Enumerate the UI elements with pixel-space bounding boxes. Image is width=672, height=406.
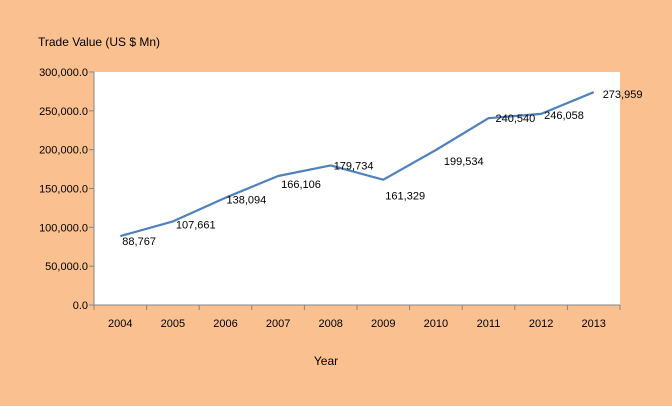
y-axis: 0.0 50,000.0 100,000.0 150,000.0 200,000.0 25… xyxy=(39,67,95,312)
x-tick-label: 2006 xyxy=(213,318,237,330)
data-label: 161,329 xyxy=(385,191,425,203)
series-line xyxy=(120,91,595,238)
x-tick-label: 2011 xyxy=(477,318,501,330)
data-label: 179,734 xyxy=(334,160,374,172)
x-axis: 2004 2005 2006 2007 2008 2009 2010 2011 2012 2013 xyxy=(93,304,621,330)
y-tick-label: 150,000.0 xyxy=(39,184,88,196)
x-tick-label: 2010 xyxy=(424,318,448,330)
y-tick-label: 200,000.0 xyxy=(39,145,88,157)
data-label: 273,959 xyxy=(603,89,643,101)
data-label: 166,106 xyxy=(281,179,321,191)
data-label: 88,767 xyxy=(122,236,156,248)
y-tick-label: 300,000.0 xyxy=(39,67,88,79)
y-tick-label: 100,000.0 xyxy=(39,222,88,234)
x-tick-label: 2009 xyxy=(371,318,395,330)
y-tick-label: 0.0 xyxy=(73,300,88,312)
series-group: 88,767 107,661 138,094 166,106 179,734 161,32… xyxy=(120,89,642,248)
y-tick-label: 250,000.0 xyxy=(39,106,88,118)
data-label: 199,534 xyxy=(444,156,484,168)
data-label: 246,058 xyxy=(544,110,584,122)
plot-area xyxy=(94,72,620,305)
x-tick-label: 2012 xyxy=(529,318,553,330)
x-tick-label: 2008 xyxy=(318,318,342,330)
x-tick-label: 2004 xyxy=(108,318,132,330)
data-label: 107,661 xyxy=(176,219,216,231)
x-axis-title: Year xyxy=(314,354,338,368)
x-tick-label: 2007 xyxy=(266,318,290,330)
y-axis-title: Trade Value (US $ Mn) xyxy=(38,35,160,49)
x-tick-label: 2005 xyxy=(161,318,185,330)
data-label: 240,540 xyxy=(496,113,536,125)
x-tick-label: 2013 xyxy=(581,318,605,330)
data-label: 138,094 xyxy=(227,195,267,207)
y-tick-label: 50,000.0 xyxy=(45,261,88,273)
